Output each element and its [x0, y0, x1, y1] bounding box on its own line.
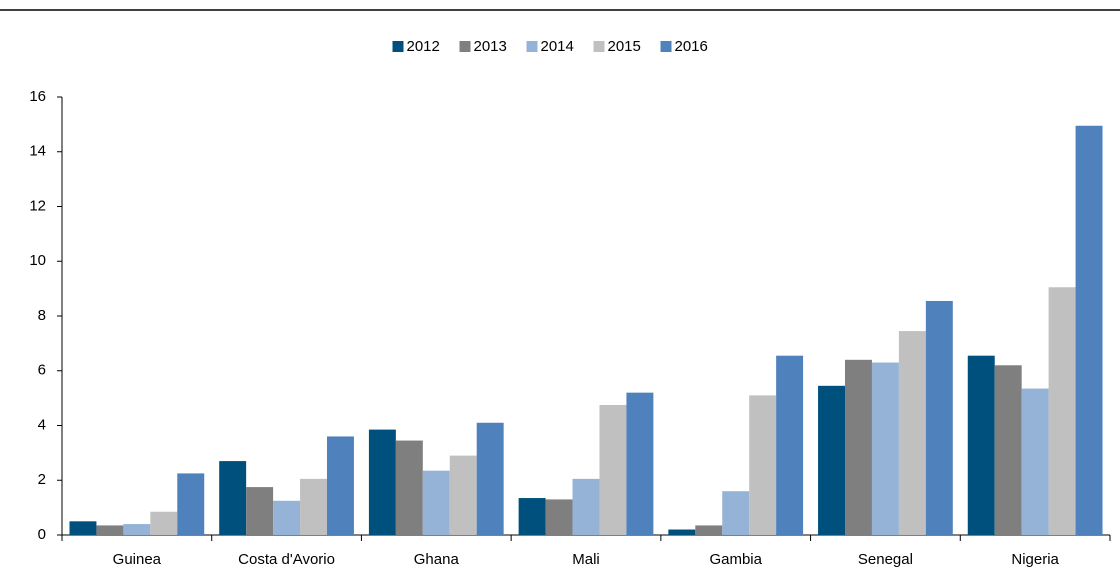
y-tick-label: 10	[29, 252, 46, 269]
bar	[123, 524, 151, 535]
bar	[626, 392, 654, 535]
y-tick-label: 2	[38, 471, 46, 488]
bar	[545, 499, 573, 535]
bar	[818, 385, 846, 535]
bar	[599, 404, 627, 535]
legend-swatch	[526, 41, 538, 52]
legend-swatch	[593, 41, 605, 52]
x-tick-label: Costa d'Avorio	[238, 551, 335, 568]
x-tick-label: Senegal	[858, 551, 913, 568]
bar	[150, 511, 178, 535]
bar	[422, 470, 450, 535]
bar	[695, 525, 723, 535]
bar	[326, 436, 354, 535]
y-tick-label: 16	[29, 88, 46, 105]
bar	[449, 455, 477, 535]
bar	[845, 359, 872, 535]
legend-label: 2016	[675, 38, 708, 55]
bar	[518, 498, 546, 535]
bar	[246, 487, 274, 535]
bar	[273, 500, 301, 535]
legend-label: 2014	[541, 38, 574, 55]
legend-label: 2015	[608, 38, 641, 55]
bar	[994, 365, 1022, 535]
bar	[722, 491, 750, 535]
y-tick-label: 0	[38, 526, 46, 543]
bar	[776, 355, 804, 535]
y-tick-label: 8	[38, 307, 46, 324]
legend-swatch	[660, 41, 672, 52]
bar	[967, 355, 995, 535]
bar	[1021, 388, 1049, 535]
bar	[1075, 125, 1103, 536]
bar	[572, 478, 600, 535]
bar	[925, 300, 953, 535]
y-tick-label: 14	[29, 143, 46, 160]
legend-swatch	[459, 41, 471, 52]
bar	[749, 395, 777, 535]
bar	[1048, 287, 1076, 535]
y-tick-label: 4	[38, 416, 46, 433]
bar	[96, 525, 124, 535]
x-tick-label: Mali	[572, 551, 600, 568]
bar	[898, 331, 926, 535]
bar	[368, 429, 396, 535]
bar	[219, 461, 247, 535]
bar	[69, 521, 97, 535]
bar	[177, 473, 205, 535]
legend-label: 2013	[474, 38, 507, 55]
y-tick-label: 12	[29, 197, 46, 214]
bar	[871, 362, 899, 535]
bar	[395, 440, 423, 535]
x-tick-label: Ghana	[414, 551, 460, 568]
legend-swatch	[392, 41, 404, 52]
x-tick-label: Nigeria	[1011, 551, 1059, 568]
bar	[300, 478, 327, 535]
legend-label: 2012	[407, 38, 440, 55]
bar	[668, 529, 696, 535]
bar	[476, 422, 504, 535]
y-tick-label: 6	[38, 362, 46, 379]
x-tick-label: Guinea	[113, 551, 162, 568]
x-tick-label: Gambia	[709, 551, 762, 568]
